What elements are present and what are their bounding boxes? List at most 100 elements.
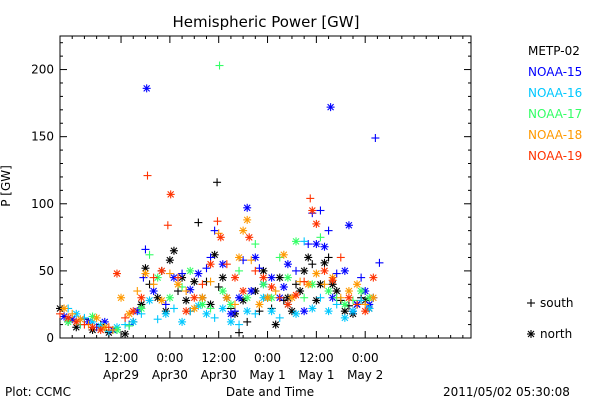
- y-tick-label: 0: [46, 331, 54, 345]
- marker-stroke: [154, 294, 162, 302]
- x-axis-label: Date and Time: [226, 385, 314, 399]
- marker-stroke: [166, 294, 174, 302]
- data-point: [332, 287, 341, 296]
- data-point: [328, 293, 337, 302]
- data-point: [251, 253, 260, 262]
- plot-frame: [59, 35, 472, 339]
- data-point: [316, 293, 325, 302]
- data-point: [287, 293, 296, 302]
- marker-stroke: [284, 301, 292, 308]
- data-point: [247, 256, 256, 265]
- marker-stroke: [60, 305, 68, 312]
- marker-stroke: [60, 313, 68, 320]
- data-point: [218, 287, 227, 296]
- data-point: [275, 273, 284, 282]
- data-point: [149, 273, 158, 282]
- marker-stroke: [317, 280, 324, 288]
- data-point: [96, 325, 105, 334]
- marker-stroke: [243, 216, 251, 224]
- data-point: [328, 276, 337, 285]
- data-point: [279, 296, 288, 305]
- data-point: [121, 329, 130, 338]
- marker-stroke: [166, 256, 174, 264]
- data-point: [214, 282, 223, 291]
- x-tick-label-date: Apr30: [201, 368, 237, 382]
- marker-stroke: [284, 260, 292, 268]
- marker-stroke: [239, 287, 247, 295]
- marker-stroke: [349, 307, 357, 315]
- data-point: [283, 260, 292, 269]
- marker-stroke: [341, 267, 349, 275]
- data-point: [100, 323, 109, 332]
- marker-stroke: [345, 294, 353, 302]
- legend-entry: METP-02: [528, 44, 580, 58]
- data-point: [324, 307, 333, 316]
- data-point: [255, 264, 264, 273]
- data-point: [206, 304, 215, 313]
- data-point: [104, 323, 113, 332]
- marker-stroke: [125, 310, 133, 318]
- marker-stroke: [117, 294, 125, 302]
- data-point: [230, 273, 239, 282]
- data-point: [108, 325, 117, 334]
- marker-stroke: [292, 237, 300, 245]
- marker-stroke: [345, 221, 353, 229]
- marker-stroke: [527, 330, 535, 338]
- marker-legend-label: south: [540, 296, 574, 310]
- marker-stroke: [312, 220, 320, 228]
- x-tick-label-date: May 1: [249, 368, 285, 382]
- data-point: [304, 240, 313, 249]
- marker-stroke: [268, 307, 275, 315]
- data-point: [141, 269, 150, 278]
- marker-stroke: [142, 270, 149, 277]
- data-point: [178, 282, 187, 291]
- data-point: [300, 237, 309, 246]
- chart-title: Hemispheric Power [GW]: [173, 13, 360, 31]
- data-point: [92, 313, 101, 322]
- data-point: [226, 300, 235, 309]
- data-point: [182, 287, 191, 296]
- data-point: [169, 246, 178, 255]
- marker-stroke: [190, 278, 198, 286]
- data-point: [300, 293, 309, 302]
- data-point: [279, 282, 288, 291]
- y-axis-label: P [GW]: [0, 165, 13, 207]
- y-tick-label: 50: [39, 264, 54, 278]
- legend-entry: NOAA-18: [528, 128, 582, 142]
- data-point: [304, 253, 313, 262]
- data-point: [149, 287, 158, 296]
- marker-stroke: [219, 305, 227, 312]
- data-point: [357, 287, 366, 296]
- data-point: [80, 320, 89, 329]
- legend-entry: NOAA-17: [528, 107, 582, 121]
- data-point: [243, 317, 252, 326]
- data-point: [145, 296, 154, 305]
- data-point: [312, 296, 321, 305]
- marker-stroke: [276, 274, 284, 281]
- data-point: [153, 315, 162, 324]
- marker-stroke: [142, 264, 149, 272]
- data-point: [243, 215, 252, 224]
- data-point: [344, 287, 353, 296]
- data-point: [149, 280, 158, 289]
- data-point: [169, 273, 178, 282]
- data-point: [255, 307, 264, 316]
- data-point: [243, 203, 252, 212]
- data-point: [304, 280, 313, 289]
- data-point: [198, 293, 207, 302]
- marker-stroke: [113, 270, 121, 277]
- data-point: [198, 280, 207, 289]
- data-point: [320, 266, 329, 275]
- data-point: [320, 258, 329, 267]
- marker-stroke: [369, 294, 377, 302]
- data-point: [202, 264, 211, 273]
- marker-stroke: [288, 294, 296, 302]
- data-point: [259, 266, 268, 275]
- marker-stroke: [199, 294, 206, 302]
- data-point: [259, 273, 268, 282]
- data-point: [121, 313, 130, 322]
- data-point: [251, 240, 260, 249]
- x-tick-label-time: 0:00: [254, 351, 281, 365]
- series-noaa-18: [60, 215, 378, 334]
